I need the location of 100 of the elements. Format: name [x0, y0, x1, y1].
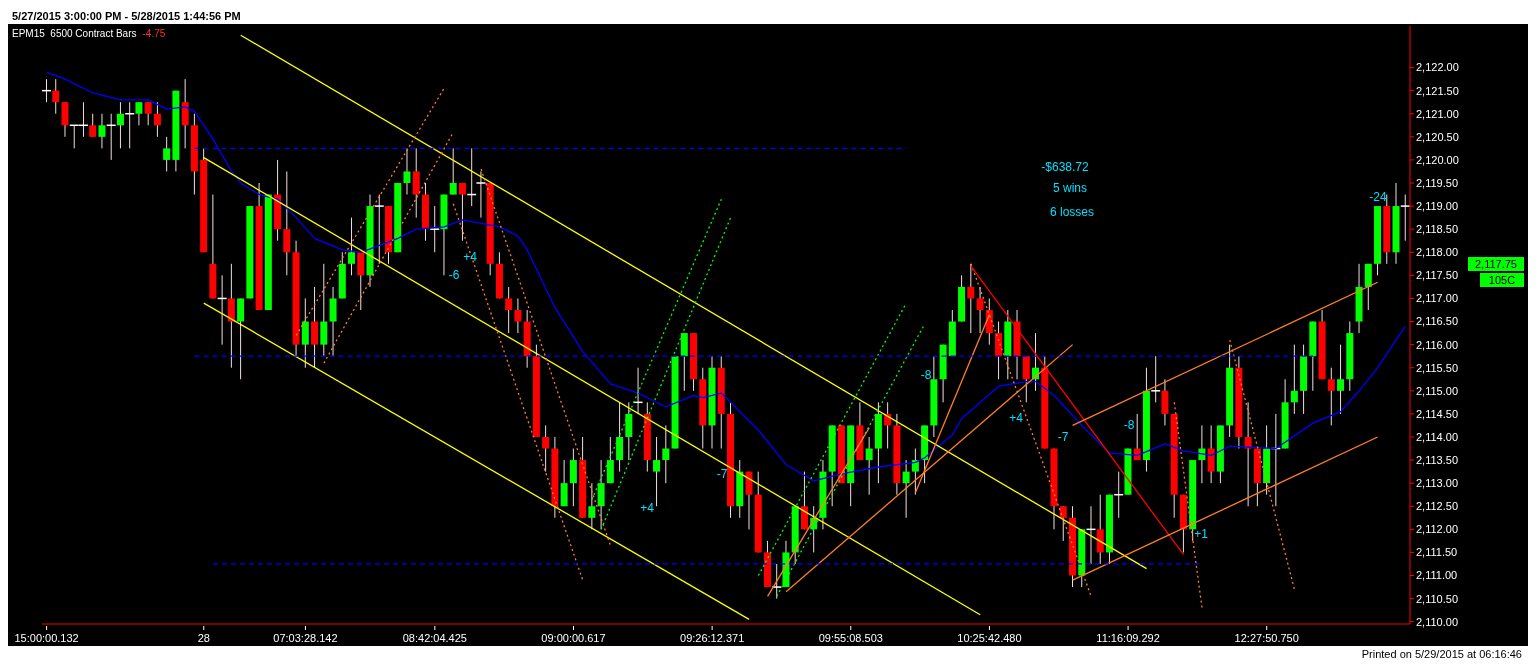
y-tick-label: 2,119.00: [1416, 200, 1459, 212]
candlestick: [680, 332, 688, 392]
y-tick-label: 2,116.00: [1416, 338, 1459, 351]
y-tick-label: 2,120.00: [1416, 153, 1459, 166]
candlestick: [542, 424, 550, 473]
y-tick-label: 2,115.50: [1416, 361, 1459, 374]
candlestick: [348, 217, 356, 276]
candlestick: [403, 147, 411, 196]
candlestick: [1337, 344, 1345, 415]
chart-title: 5/27/2015 3:00:00 PM - 5/28/2015 1:44:56 PM: [8, 8, 1528, 24]
candlestick: [1290, 344, 1298, 415]
x-tick-label: 09:00:00.617: [541, 632, 606, 644]
candlestick: [865, 436, 873, 496]
candlestick: [237, 297, 245, 380]
candlestick: [625, 401, 633, 461]
y-tick-label: 2,117.00: [1416, 292, 1459, 305]
candlestick: [320, 263, 328, 357]
candlestick: [505, 286, 513, 334]
line-series: [45, 71, 1407, 482]
annotation: 6 losses: [1049, 205, 1095, 219]
y-tick-label: 2,116.50: [1416, 315, 1459, 328]
candlestick: [153, 101, 161, 138]
chart-subtitle: EPM15 6500 Contract Bars: [12, 28, 137, 39]
annotation: -6: [448, 268, 460, 282]
y-tick-label: 2,120.50: [1416, 130, 1459, 143]
x-tick-label: 09:55:08.503: [818, 632, 883, 644]
candlestick: [1364, 263, 1372, 311]
candlestick: [144, 101, 152, 126]
y-tick-label: 2,118.00: [1416, 246, 1459, 259]
candlestick: [653, 436, 661, 507]
y-tick-label: 2,119.50: [1416, 176, 1459, 189]
candlestick: [301, 297, 309, 369]
y-tick-label: 2,110.50: [1416, 592, 1459, 605]
candlestick: [449, 147, 457, 196]
x-tick-label: 12:27:50.750: [1234, 632, 1299, 644]
candlestick: [89, 113, 97, 138]
candlestick: [995, 321, 1003, 380]
x-tick-label: 15:00:00.132: [14, 632, 79, 644]
y-tick-label: 2,122.00: [1416, 61, 1459, 74]
annotation: 5 wins: [1052, 181, 1088, 195]
candlestick: [976, 286, 984, 334]
candlestick: [662, 424, 670, 484]
y-tick-label: 2,117.50: [1416, 269, 1459, 282]
text: 2,117.75: [1468, 257, 1524, 271]
candlestick: [412, 147, 420, 219]
y-tick-label: 2,111.50: [1416, 546, 1458, 559]
annotation: +4: [1009, 411, 1023, 425]
candlestick: [1161, 378, 1169, 426]
candlestick: [1244, 401, 1252, 507]
candlestick: [311, 286, 319, 369]
y-tick-label: 2,114.00: [1416, 430, 1459, 443]
candlestick: [1022, 355, 1030, 403]
candlestick: [1096, 494, 1104, 565]
x-tick-label: 28: [197, 632, 210, 644]
annotation: -24: [1369, 190, 1387, 204]
candlestick: [1327, 367, 1335, 426]
candlestick: [616, 401, 624, 473]
candlestick: [52, 78, 60, 115]
y-tick-label: 2,110.00: [1416, 615, 1459, 628]
text: 105C: [1480, 273, 1524, 287]
candlestick: [163, 136, 171, 172]
candlestick: [800, 471, 808, 530]
x-tick-label: 08:42:04.425: [402, 632, 467, 644]
y-tick-label: 2,114.50: [1416, 407, 1459, 420]
candlestick: [357, 251, 365, 311]
candlestick: [98, 113, 106, 149]
candlestick: [181, 78, 189, 149]
y-tick-label: 2,113.00: [1416, 477, 1459, 490]
x-tick-label: 11:16:09.292: [1096, 632, 1160, 644]
candlestick: [902, 459, 910, 519]
annotation: +4: [463, 250, 477, 264]
annotation: -8: [1123, 418, 1135, 432]
x-tick-label: 10:25:42.480: [957, 632, 1022, 644]
candlestick: [560, 459, 568, 507]
candlestick: [745, 471, 753, 530]
annotation: -8: [920, 368, 932, 382]
candlestick: [514, 297, 522, 334]
candlestick: [116, 101, 124, 149]
y-tick-label: 2,112.00: [1416, 523, 1459, 536]
candlestick: [329, 286, 337, 357]
y-tick-label: 2,113.50: [1416, 453, 1459, 466]
candlestick: [606, 436, 614, 484]
candlestick: [283, 170, 291, 276]
candlestick: [61, 101, 69, 138]
candlestick: [911, 448, 919, 496]
x-tick-label: 07:03:28.142: [273, 632, 338, 644]
annotation: +1: [1194, 527, 1208, 541]
candlestick: [227, 263, 235, 369]
candlestick: [1059, 505, 1067, 542]
text: Printed on 5/29/2015 at 06:16:46: [1361, 648, 1523, 660]
annotation: -7: [1057, 430, 1069, 444]
y-tick-label: 2,112.50: [1416, 500, 1459, 513]
annotation: +4: [640, 501, 654, 515]
y-tick-label: 2,111.00: [1416, 569, 1458, 582]
candlestick: [1207, 424, 1215, 484]
y-tick-label: 2,115.00: [1416, 384, 1459, 397]
y-tick-label: 2,121.00: [1416, 107, 1459, 120]
x-tick-label: 09:26:12.371: [680, 632, 745, 644]
candlestick: [458, 182, 466, 242]
annotation: -4.75: [142, 28, 166, 39]
